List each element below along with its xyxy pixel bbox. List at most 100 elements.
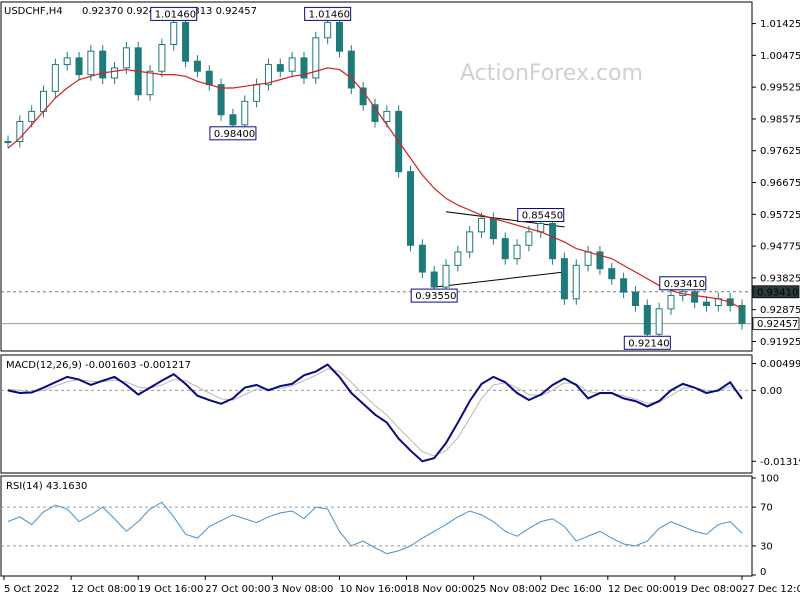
price-label: 1.01460 xyxy=(155,9,196,20)
macd-y-axis: 0.004993 0.00 -0.013193 xyxy=(752,359,800,468)
rsi-tick-label: 70 xyxy=(760,503,773,514)
candle-body xyxy=(466,231,474,253)
candle-body xyxy=(347,50,355,89)
trendline xyxy=(445,211,565,228)
rsi-title: RSI(14) 43.1630 xyxy=(6,481,87,492)
time-tick-label: 5 Oct 2022 xyxy=(4,584,59,595)
candle-body xyxy=(537,223,545,233)
time-tick-label: 12 Dec 00:00 xyxy=(608,584,675,595)
price-label-box xyxy=(209,126,257,141)
price-tick-label: 0.97625 xyxy=(760,146,800,157)
price-tick-label: 0.91925 xyxy=(760,337,800,348)
price-tick-label: 0.92875 xyxy=(760,305,800,316)
rsi-panel: RSI(14) 43.1630 100 70 30 0 xyxy=(0,474,779,578)
candle-body xyxy=(478,217,486,233)
rsi-tick-label: 0 xyxy=(760,567,766,578)
macd-panel: MACD(12,26,9) -0.001603 -0.001217 0.0049… xyxy=(0,354,800,474)
macd-panel-frame xyxy=(0,354,753,474)
candle-body xyxy=(513,244,521,260)
time-tick-label: 3 Nov 08:00 xyxy=(272,584,333,595)
price-label-box xyxy=(410,288,458,303)
candle-body xyxy=(667,294,675,310)
candle-body xyxy=(501,238,509,260)
rsi-level-lines xyxy=(1,506,752,547)
candle-body xyxy=(596,251,604,270)
level-price-box xyxy=(752,317,800,331)
price-label-box xyxy=(659,276,707,291)
candle-body xyxy=(525,231,533,246)
candle-body xyxy=(75,57,83,76)
watermark: ActionForex.com xyxy=(460,61,643,86)
candle-body xyxy=(442,264,450,288)
time-tick-label: 27 Dec 12:00 xyxy=(742,584,800,595)
trendline xyxy=(434,271,565,288)
candle-body xyxy=(383,110,391,122)
rsi-tick-label: 30 xyxy=(760,541,773,552)
candle-body xyxy=(631,291,639,306)
candle-body xyxy=(454,251,462,266)
candle-body xyxy=(241,100,249,126)
candle-body xyxy=(608,268,616,280)
price-tick-label: 0.98575 xyxy=(760,114,800,125)
price-label: 0.85450 xyxy=(522,211,563,222)
price-tick-label: 0.93825 xyxy=(760,273,800,284)
candle-body xyxy=(146,70,154,96)
macd-signal-line xyxy=(7,368,743,457)
level-price-label: 0.93410 xyxy=(757,287,798,298)
time-tick-label: 10 Nov 16:00 xyxy=(339,584,406,595)
candle-body xyxy=(182,21,190,62)
price-label-box xyxy=(517,208,565,223)
candle-body xyxy=(489,217,497,240)
rsi-tick-label: 100 xyxy=(760,474,779,485)
price-label-box xyxy=(150,6,198,21)
price-y-axis: 1.01425 1.00475 0.99525 0.98575 0.97625 0.966… xyxy=(752,19,800,348)
price-label: 1.01460 xyxy=(309,9,350,20)
moving-average-line xyxy=(7,67,743,310)
candle-body xyxy=(324,21,332,39)
candle-body xyxy=(572,264,580,300)
price-annotations: 1.01460 1.01460 0.98400 0.93550 0.85450 0.921… xyxy=(150,6,707,350)
candle-body xyxy=(702,301,710,306)
candle-body xyxy=(87,50,95,76)
time-tick-label: 2 Dec 16:00 xyxy=(541,584,602,595)
candle-body xyxy=(205,70,213,86)
macd-title: MACD(12,26,9) -0.001603 -0.001217 xyxy=(6,360,191,371)
time-tick-label: 27 Oct 00:00 xyxy=(205,584,270,595)
price-label: 0.93410 xyxy=(664,279,705,290)
candle-body xyxy=(4,141,12,144)
rsi-line xyxy=(7,501,743,555)
candle-body xyxy=(193,60,201,72)
rsi-y-axis: 100 70 30 0 xyxy=(752,474,779,578)
price-label: 0.92140 xyxy=(628,338,669,349)
time-tick-label: 19 Dec 08:00 xyxy=(675,584,742,595)
price-label: 0.93550 xyxy=(415,291,456,302)
candle-body xyxy=(655,308,663,335)
candle-body xyxy=(111,67,119,79)
candle-body xyxy=(51,64,59,92)
price-label-box xyxy=(304,6,352,21)
price-panel-frame xyxy=(0,1,753,352)
macd-tick-label: -0.013193 xyxy=(760,457,800,468)
time-x-axis: 5 Oct 2022 12 Oct 08:00 19 Oct 16:00 27 Oct… xyxy=(3,576,800,595)
macd-tick-label: 0.00 xyxy=(760,386,782,397)
price-tick-label: 0.94775 xyxy=(760,242,800,253)
price-label-box xyxy=(623,335,671,350)
candle-body xyxy=(264,64,272,86)
macd-tick-label: 0.004993 xyxy=(760,359,800,370)
price-tick-label: 0.95725 xyxy=(760,210,800,221)
candle-body xyxy=(253,84,261,102)
price-title: USDCHF,H4 xyxy=(4,6,63,17)
candle-body xyxy=(407,171,415,246)
price-panel: ActionForex.com USDCHF,H4 0.92370 0.9248… xyxy=(0,1,800,352)
candle-body xyxy=(643,304,651,335)
candle-body xyxy=(560,258,568,300)
time-tick-label: 19 Oct 16:00 xyxy=(138,584,203,595)
price-label: 0.98400 xyxy=(214,129,255,140)
candle-body xyxy=(584,251,592,266)
candle-body xyxy=(430,271,438,288)
candle-body xyxy=(691,291,699,303)
time-tick-label: 12 Oct 08:00 xyxy=(71,584,136,595)
level-price-label: 0.92457 xyxy=(757,319,798,330)
time-tick-label: 25 Nov 08:00 xyxy=(474,584,541,595)
